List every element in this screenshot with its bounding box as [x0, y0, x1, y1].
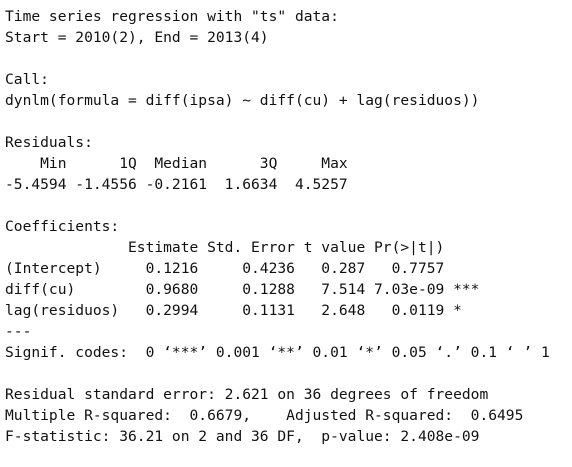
line: Min 1Q Median 3Q Max [5, 155, 348, 172]
line: Call: [5, 71, 49, 88]
console-output: Time series regression with "ts" data: S… [5, 8, 550, 445]
line: Coefficients: [5, 218, 120, 235]
line: diff(cu) 0.9680 0.1288 7.514 7.03e-09 **… [5, 281, 480, 298]
line: lag(residuos) 0.2994 0.1131 2.648 0.0119… [5, 302, 462, 319]
line: Residual standard error: 2.621 on 36 deg… [5, 386, 489, 403]
line: F-statistic: 36.21 on 2 and 36 DF, p-val… [5, 428, 480, 445]
line: Estimate Std. Error t value Pr(>|t|) [5, 239, 445, 256]
line: Multiple R-squared: 0.6679, Adjusted R-s… [5, 407, 524, 424]
line: Start = 2010(2), End = 2013(4) [5, 29, 269, 46]
line: (Intercept) 0.1216 0.4236 0.287 0.7757 [5, 260, 445, 277]
line: --- [5, 323, 32, 340]
line: Signif. codes: 0 ‘***’ 0.001 ‘**’ 0.01 ‘… [5, 344, 550, 361]
line: Residuals: [5, 134, 93, 151]
line: Time series regression with "ts" data: [5, 8, 339, 25]
line: dynlm(formula = diff(ipsa) ~ diff(cu) + … [5, 92, 480, 109]
line: -5.4594 -1.4556 -0.2161 1.6634 4.5257 [5, 176, 348, 193]
